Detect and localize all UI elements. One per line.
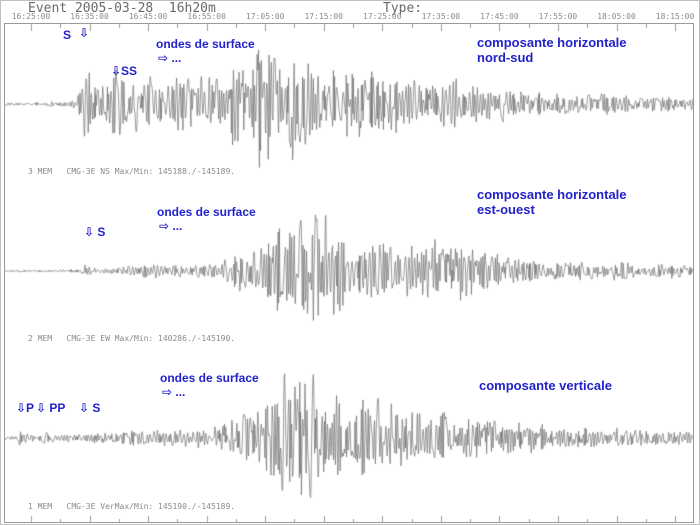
component-label-ns: composante horizontale nord-sud [477, 35, 627, 65]
component-label-ew: composante horizontale est-ouest [477, 187, 627, 217]
trace-info-label-ew: 2 MEM CMG-3E EW Max/Min: 140286./-145190… [28, 334, 236, 343]
event-label: Event 2005-03-28 16h20m [28, 1, 216, 16]
phase-annotation: ⇩ [79, 26, 90, 40]
trace-info-label-ns: 3 MEM CMG-3E NS Max/Min: 145188./-145189… [28, 167, 236, 176]
time-label: 17:15:00 [304, 12, 344, 21]
time-label: 17:55:00 [538, 12, 578, 21]
time-label: 16:55:00 [187, 12, 226, 21]
time-label: 16:35:00 [70, 12, 109, 21]
time-label: 17:05:00 [245, 12, 285, 21]
time-label: 16:45:00 [128, 12, 168, 21]
type-label: Type: [383, 1, 423, 16]
phase-annotation: ⇩SS [111, 64, 138, 78]
phase-annotation: ⇩ PP [36, 401, 66, 415]
phase-annotation: ⇨ ... [162, 385, 186, 399]
phase-annotation: ⇨ ... [158, 51, 182, 65]
time-label: 17:45:00 [480, 12, 519, 21]
phase-annotation: ⇩ S [84, 225, 106, 239]
plot-frame [4, 23, 694, 523]
phase-annotation: ⇩ S [79, 401, 101, 415]
component-label-ver: composante verticale [479, 378, 612, 393]
phase-annotation: S [63, 28, 72, 42]
time-label: 18:15:00 [655, 12, 695, 21]
time-label: 18:05:00 [597, 12, 636, 21]
phase-annotation: ⇩P [16, 401, 35, 415]
trace-info-label-ver: 1 MEM CMG-3E VerMax/Min: 145190./-145189… [28, 502, 236, 511]
time-label: 17:25:00 [363, 12, 402, 21]
phase-annotation: ondes de surface [160, 371, 259, 385]
phase-annotation: ondes de surface [157, 205, 256, 219]
time-label: 17:35:00 [421, 12, 461, 21]
phase-annotation: ondes de surface [156, 37, 255, 51]
time-label: 16:25:00 [11, 12, 51, 21]
phase-annotation: ⇨ ... [159, 219, 183, 233]
